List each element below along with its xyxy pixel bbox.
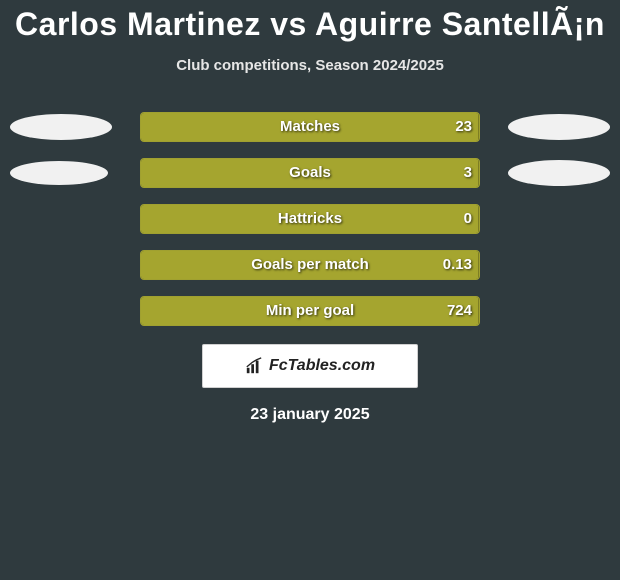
bar-fill bbox=[141, 113, 479, 141]
bar-chart-icon bbox=[245, 357, 263, 375]
stat-row: Goals per match0.13 bbox=[0, 250, 620, 280]
bar-track bbox=[140, 250, 480, 280]
player-left-icon bbox=[10, 161, 108, 185]
logo-text: FcTables.com bbox=[269, 357, 375, 375]
bar-fill bbox=[141, 251, 479, 279]
logo-badge: FcTables.com bbox=[202, 344, 418, 388]
bar-fill bbox=[141, 205, 479, 233]
stat-row: Min per goal724 bbox=[0, 296, 620, 326]
page-title: Carlos Martinez vs Aguirre SantellÃ¡n bbox=[0, 0, 620, 43]
player-right-icon bbox=[508, 114, 610, 140]
stat-row: Goals3 bbox=[0, 158, 620, 188]
bar-fill bbox=[141, 159, 479, 187]
player-left-icon bbox=[10, 114, 112, 140]
bar-track bbox=[140, 158, 480, 188]
bar-track bbox=[140, 204, 480, 234]
bar-track bbox=[140, 296, 480, 326]
page-subtitle: Club competitions, Season 2024/2025 bbox=[0, 57, 620, 74]
bar-track bbox=[140, 112, 480, 142]
player-right-icon bbox=[508, 160, 610, 186]
stats-chart: Matches23 Goals3 Hattricks0 Goals per match… bbox=[0, 112, 620, 326]
bar-fill bbox=[141, 297, 479, 325]
comparison-card: Carlos Martinez vs Aguirre SantellÃ¡n Cl… bbox=[0, 0, 620, 580]
date-label: 23 january 2025 bbox=[0, 406, 620, 424]
stat-row: Matches23 bbox=[0, 112, 620, 142]
stat-row: Hattricks0 bbox=[0, 204, 620, 234]
